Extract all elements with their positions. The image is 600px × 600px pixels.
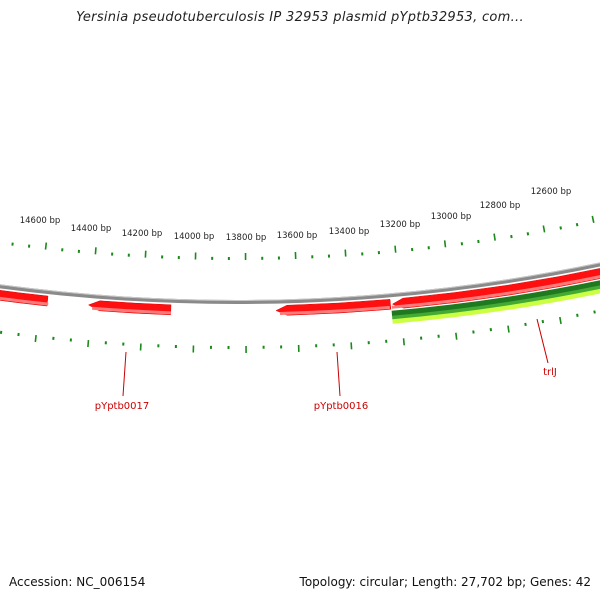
tick-labels: 12600 bp 12800 bp 13000 bp 13200 bp 1340… [20, 187, 572, 243]
backbone-circle [0, 262, 600, 304]
map-title: Yersinia pseudotuberculosis IP 32953 pla… [76, 10, 524, 25]
feature-band-dark[interactable] [391, 280, 600, 316]
leader-pYptb0016 [336, 351, 341, 397]
tick-label-14400: 14400 bp [71, 224, 112, 234]
accession-text: Accession: NC_006154 [9, 575, 146, 589]
feature-band-mid[interactable] [391, 284, 600, 320]
outer-scale [11, 215, 595, 260]
inner-scale [0, 310, 596, 353]
tick-label-14200: 14200 bp [122, 229, 163, 239]
tick-label-13400: 13400 bp [329, 227, 370, 237]
gene-label-pYptb0016[interactable]: pYptb0016 [314, 401, 369, 412]
tick-label-13200: 13200 bp [380, 220, 421, 230]
tick-label-12600: 12600 bp [531, 187, 572, 197]
tick-label-14000: 14000 bp [174, 232, 215, 242]
tick-label-14600: 14600 bp [20, 216, 61, 226]
gene-trlJ[interactable] [391, 266, 600, 309]
leader-trlJ [536, 318, 549, 364]
gene-label-pYptb0017[interactable]: pYptb0017 [95, 401, 150, 412]
gene-highlights [0, 275, 600, 315]
gene-label-trlJ[interactable]: trlJ [543, 367, 557, 378]
tick-label-13800: 13800 bp [226, 233, 267, 243]
tick-label-13000: 13000 bp [431, 212, 472, 222]
tick-label-12800: 12800 bp [480, 201, 521, 211]
tick-label-13600: 13600 bp [277, 231, 318, 241]
genome-summary: Topology: circular; Length: 27,702 bp; G… [299, 575, 591, 589]
leader-pYptb0017 [122, 351, 127, 397]
